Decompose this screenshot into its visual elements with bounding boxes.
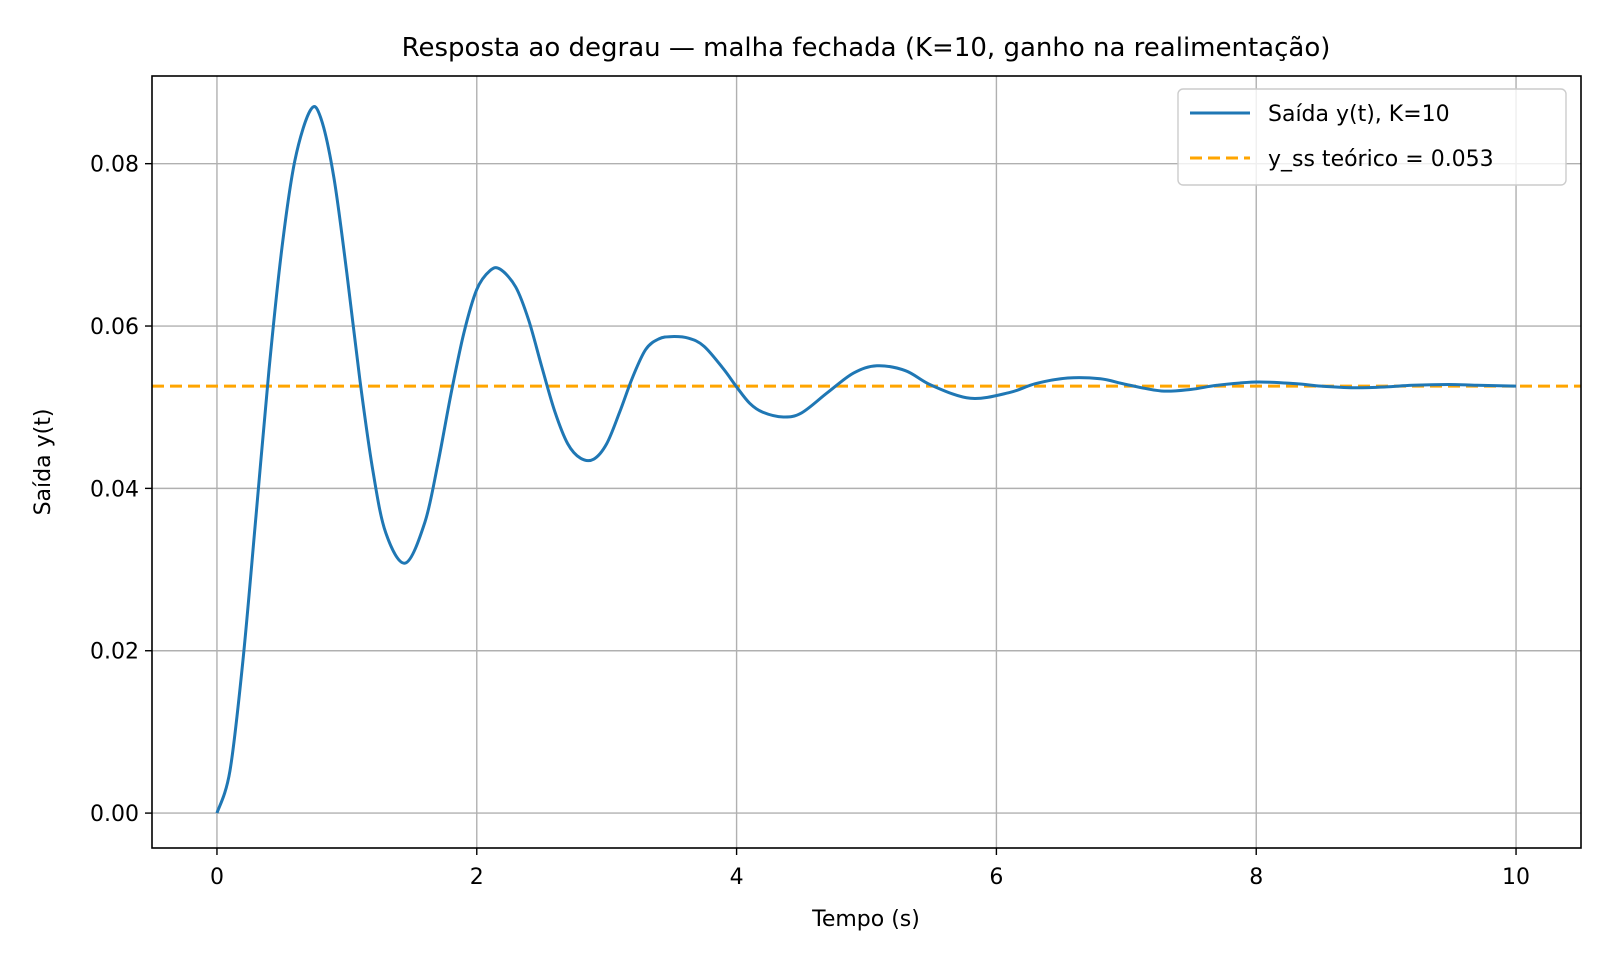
legend-box xyxy=(1177,88,1567,186)
axis-ticks: 0 2 4 6 8 10 0.00 0.02 0.04 0.06 0.08 xyxy=(90,153,1530,890)
x-tick-label: 4 xyxy=(730,865,744,890)
legend-label-steady-state: y_ss teórico = 0.053 xyxy=(1268,147,1494,172)
y-tick-label: 0.04 xyxy=(90,477,139,502)
chart-title: Resposta ao degrau — malha fechada (K=10… xyxy=(402,33,1331,63)
x-axis-label: Tempo (s) xyxy=(811,907,920,932)
x-tick-label: 0 xyxy=(210,865,224,890)
legend: Saída y(t), K=10 y_ss teórico = 0.053 xyxy=(1177,88,1567,186)
x-tick-label: 6 xyxy=(989,865,1003,890)
y-tick-label: 0.02 xyxy=(90,640,139,665)
x-tick-label: 2 xyxy=(470,865,484,890)
series-layer xyxy=(152,105,1581,814)
series-output-line xyxy=(215,105,1517,814)
y-tick-label: 0.00 xyxy=(90,802,139,827)
plot-frame xyxy=(151,75,1582,849)
y-tick-label: 0.06 xyxy=(90,315,139,340)
x-tick-label: 10 xyxy=(1502,865,1530,890)
y-tick-label: 0.08 xyxy=(90,153,139,178)
x-tick-label: 8 xyxy=(1249,865,1263,890)
legend-label-output: Saída y(t), K=10 xyxy=(1268,102,1450,127)
y-axis-label: Saída y(t) xyxy=(31,409,56,516)
